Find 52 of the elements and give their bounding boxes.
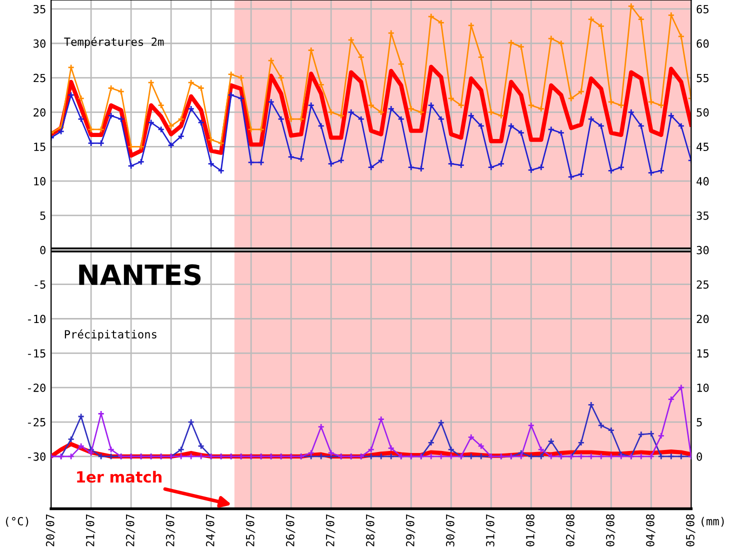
x-tick-label: 29/07 <box>406 514 416 546</box>
y2-tick-label: 5 <box>696 418 702 426</box>
y2-tick-label: 0 <box>696 452 702 461</box>
x-tick-label: 30/07 <box>446 514 456 546</box>
y-tick-label: 25 <box>34 74 46 82</box>
text: (mm) <box>702 516 724 527</box>
text: (°C) <box>6 516 28 527</box>
y2-tick-label: 40 <box>696 177 709 186</box>
x-tick-label: 21/07 <box>86 514 96 546</box>
x-tick-label: 23/07 <box>166 514 176 546</box>
y-tick-label: -20 <box>28 384 46 392</box>
y-tick-label: 35 <box>34 4 46 14</box>
x-tick-label: 05/08 <box>686 514 696 546</box>
y2-tick-label: 10 <box>697 384 709 392</box>
y2-tick-label: 35 <box>696 211 709 220</box>
x-tick-label: 01/08 <box>526 514 536 546</box>
x-tick-label: 31/07 <box>486 514 496 546</box>
y2-tick-label: 60 <box>696 39 709 48</box>
y2-tick-label: 65 <box>696 4 709 14</box>
y2-tick-label: 30 <box>696 246 709 254</box>
x-tick-label: 02/08 <box>566 514 576 546</box>
y-tick-label: 30 <box>34 39 46 48</box>
y-tick-label: -25 <box>28 418 46 426</box>
y-tick-label: 20 <box>34 108 46 117</box>
x-tick-label: 26/07 <box>286 514 296 546</box>
x-tick-label: 20/07 <box>46 514 56 546</box>
text: NANTES <box>79 264 201 286</box>
y-tick-label: 15 <box>34 142 46 152</box>
x-tick-label: 25/07 <box>246 514 256 546</box>
line-series <box>51 64 692 158</box>
y-tick-label: -15 <box>28 349 46 358</box>
y2-tick-label: 25 <box>696 280 709 289</box>
annotation: Températures 2m <box>64 36 164 48</box>
y-tick-label: -30 <box>28 452 46 461</box>
x-tick-label: 03/08 <box>606 514 616 546</box>
x-tick-label: 28/07 <box>366 514 376 546</box>
y2-tick-label: 45 <box>696 142 709 152</box>
y-tick-label: -5 <box>34 280 46 289</box>
y-tick-label: 10 <box>34 177 46 186</box>
x-tick-label: 24/07 <box>206 514 216 546</box>
y2-tick-label: 15 <box>697 349 709 358</box>
y2-tick-label: 20 <box>696 314 709 324</box>
y-tick-label: -10 <box>28 314 46 324</box>
y-tick-label: 5 <box>40 212 46 220</box>
y-tick-label: 0 <box>40 246 46 254</box>
y2-tick-label: 55 <box>696 74 709 82</box>
annotation: Précipitations <box>64 329 156 341</box>
x-tick-label: 22/07 <box>126 514 136 546</box>
x-tick-label: 04/08 <box>646 514 656 546</box>
y2-tick-label: 50 <box>696 108 709 117</box>
annotation: 1er match <box>77 470 162 483</box>
x-tick-label: 27/07 <box>326 514 336 546</box>
